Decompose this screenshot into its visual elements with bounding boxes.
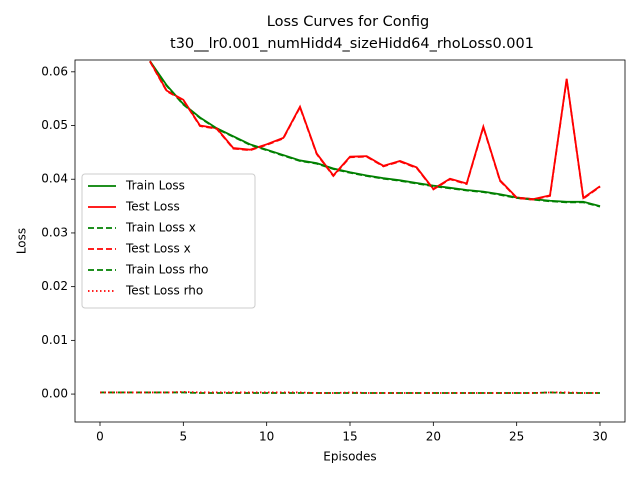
x-tick-label: 25 bbox=[509, 430, 524, 444]
legend: Train Loss Test Loss Train Loss x Test Loss… bbox=[81, 173, 256, 309]
y-tick-label: 0.01 bbox=[41, 333, 68, 347]
y-tick-label: 0.06 bbox=[41, 64, 68, 78]
x-axis-label: Episodes bbox=[323, 450, 376, 464]
y-tick-label: 0.02 bbox=[41, 279, 68, 293]
x-tick-label: 15 bbox=[342, 430, 357, 444]
legend-box bbox=[81, 173, 256, 309]
legend-label: Train Loss rho bbox=[125, 263, 208, 277]
legend-label: Train Loss x bbox=[125, 221, 196, 235]
legend-label: Test Loss x bbox=[125, 242, 191, 256]
x-tick-label: 0 bbox=[96, 430, 104, 444]
series-line bbox=[149, 61, 601, 201]
x-tick-label: 20 bbox=[426, 430, 441, 444]
y-axis-label: Loss bbox=[15, 228, 29, 254]
plot-area bbox=[100, 60, 601, 394]
y-tick-label: 0.03 bbox=[41, 225, 68, 239]
series-line bbox=[149, 61, 601, 208]
y-tick-label: 0.00 bbox=[41, 387, 68, 401]
y-tick-label: 0.04 bbox=[41, 172, 68, 186]
y-tick-label: 0.05 bbox=[41, 118, 68, 132]
chart-subtitle: t30__lr0.001_numHidd4_sizeHidd64_rhoLoss… bbox=[170, 36, 534, 52]
x-tick-label: 10 bbox=[259, 430, 274, 444]
legend-label: Test Loss rho bbox=[125, 284, 203, 298]
series-line bbox=[100, 391, 600, 394]
x-tick-label: 30 bbox=[592, 430, 607, 444]
legend-label: Test Loss bbox=[125, 200, 180, 214]
legend-label: Train Loss bbox=[125, 179, 185, 193]
chart-title: Loss Curves for Config bbox=[267, 14, 429, 30]
x-tick-label: 5 bbox=[180, 430, 188, 444]
